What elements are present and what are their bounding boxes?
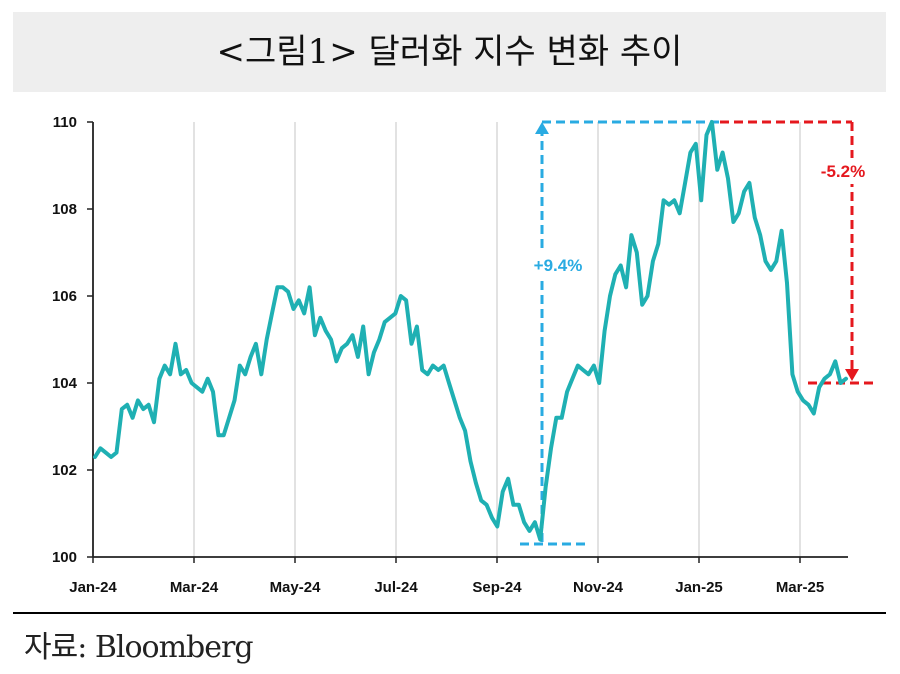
y-tick-label: 106 <box>52 288 77 305</box>
x-tick-label: May-24 <box>270 579 322 596</box>
x-tick-label: Jul-24 <box>374 579 418 596</box>
decline-pct-label: -5.2% <box>821 162 865 181</box>
x-tick-label: Jan-25 <box>675 579 723 596</box>
annotations: +9.4% -5.2% <box>520 120 878 546</box>
x-tick-label: Sep-24 <box>472 579 522 596</box>
axes <box>87 121 848 563</box>
y-tick-label: 100 <box>52 549 77 566</box>
source-note: 자료: Bloomberg <box>24 630 254 665</box>
y-tick-label: 110 <box>53 114 77 131</box>
y-tick-label: 108 <box>52 201 77 218</box>
dollar-index-line <box>93 120 848 542</box>
y-tick-label: 102 <box>52 462 77 479</box>
blue-label-bg <box>523 252 593 278</box>
red-arrowhead <box>845 369 859 381</box>
y-tick-labels: 100 102 104 106 108 110 <box>52 114 78 566</box>
x-tick-label: Mar-24 <box>170 579 219 596</box>
title-bar: <그림1> 달러화 지수 변화 추이 <box>13 12 886 92</box>
x-tick-label: Mar-25 <box>776 579 824 596</box>
source-divider <box>13 612 886 614</box>
x-tick-label: Nov-24 <box>573 579 624 596</box>
dollar-index-chart: 100 102 104 106 108 110 Jan-24 Mar-24 May-24 Jul… <box>52 114 878 596</box>
rise-pct-label: +9.4% <box>534 256 583 275</box>
chart-title: <그림1> 달러화 지수 변화 추이 <box>216 32 683 72</box>
y-tick-label: 104 <box>52 375 78 392</box>
blue-arrowhead <box>535 122 549 134</box>
vertical-gridlines <box>193 122 801 557</box>
series-lines <box>93 120 848 542</box>
x-tick-labels: Jan-24 Mar-24 May-24 Jul-24 Sep-24 Nov-24 Jan-… <box>69 579 824 596</box>
red-label-bg <box>808 158 878 184</box>
x-tick-label: Jan-24 <box>69 579 117 596</box>
